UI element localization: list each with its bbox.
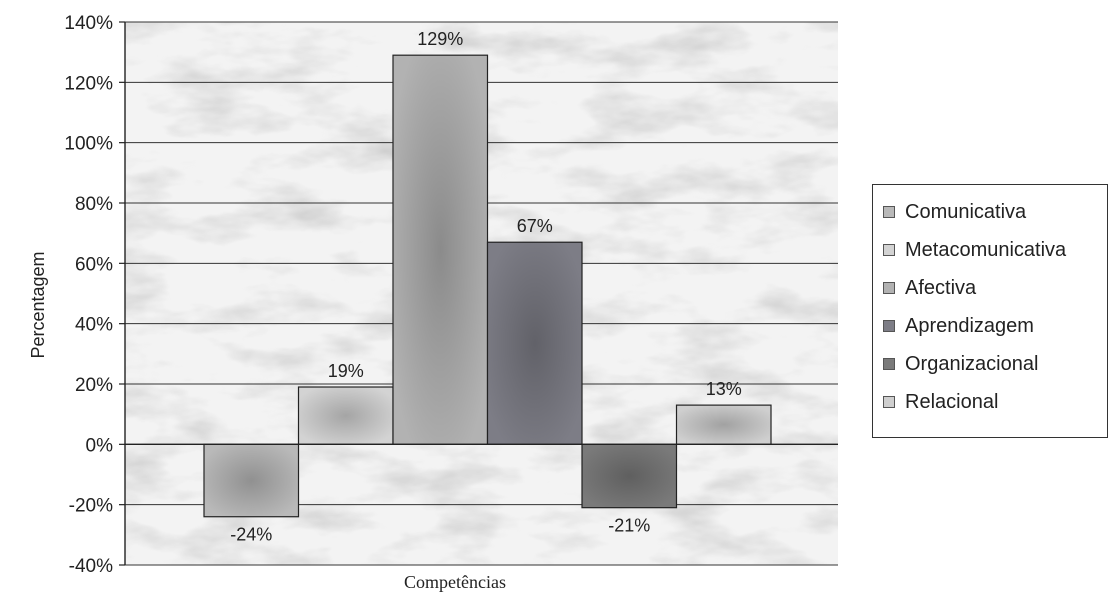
data-label: 19% [328, 361, 364, 381]
bar-shading [299, 388, 392, 444]
legend-label: Aprendizagem [905, 314, 1034, 337]
data-label: 67% [517, 216, 553, 236]
bar-shading [394, 56, 487, 444]
legend-item: Relacional [883, 385, 998, 419]
legend-label: Comunicativa [905, 200, 1027, 223]
y-tick-label: 60% [75, 254, 113, 275]
y-tick-label: 40% [75, 315, 113, 336]
y-tick-label: -40% [69, 556, 113, 577]
x-axis-title: Competências [404, 572, 506, 592]
y-tick-label: 120% [64, 73, 113, 94]
y-tick-label: 100% [64, 134, 113, 155]
bar-shading [488, 243, 581, 444]
legend-swatch [883, 358, 895, 370]
y-tick-label: 140% [64, 13, 113, 34]
y-axis-title: Percentagem [28, 251, 48, 358]
axes [119, 21, 838, 566]
bars [203, 54, 772, 518]
legend-item: Metacomunicativa [883, 233, 1066, 267]
y-tick-labels: -40% -20% 0% 20% 40% 60% 80% 100% 120% 140% [64, 13, 113, 577]
legend-swatch [883, 206, 895, 218]
legend-label: Relacional [905, 390, 999, 413]
data-label: -24% [230, 525, 272, 545]
bar-shading [677, 406, 770, 444]
bar-shading [205, 445, 298, 516]
data-label: 129% [417, 29, 463, 49]
legend-label: Afectiva [905, 276, 977, 299]
legend: Comunicativa Metacomunicativa Afectiva Apre… [872, 184, 1108, 438]
legend-swatch [883, 396, 895, 408]
legend-label: Metacomunicativa [905, 238, 1067, 261]
legend-swatch [883, 282, 895, 294]
data-label: -21% [608, 516, 650, 536]
legend-swatch [883, 320, 895, 332]
y-tick-label: 80% [75, 194, 113, 215]
y-tick-label: 20% [75, 375, 113, 396]
data-labels: -24% 19% 129% 67% -21% 13% [230, 29, 742, 545]
legend-label: Organizacional [905, 352, 1039, 375]
legend-swatch [883, 244, 895, 256]
legend-item: Comunicativa [883, 195, 1026, 229]
legend-item: Organizacional [883, 347, 1038, 381]
y-tick-label: 0% [86, 435, 114, 456]
legend-item: Afectiva [883, 271, 976, 305]
legend-item: Aprendizagem [883, 309, 1034, 343]
data-label: 13% [706, 379, 742, 399]
y-tick-label: -20% [69, 496, 113, 517]
bar-shading [583, 445, 676, 507]
